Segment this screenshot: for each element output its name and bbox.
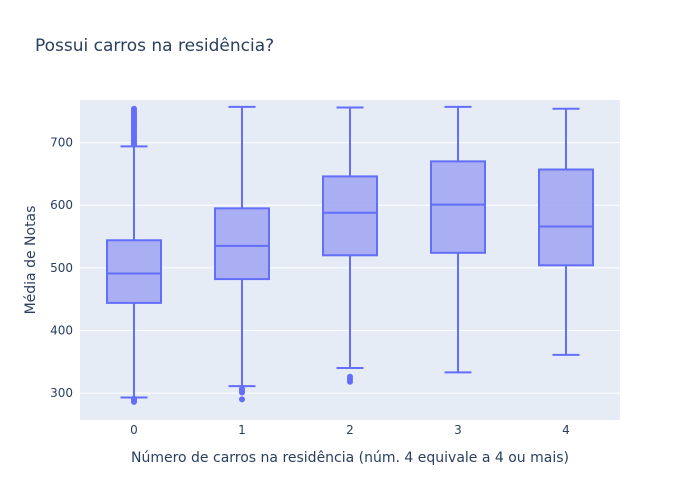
x-tick-label-4: 4 bbox=[562, 423, 570, 437]
x-axis-title: Número de carros na residência (núm. 4 e… bbox=[131, 450, 569, 466]
outlier-point-2 bbox=[131, 395, 137, 402]
y-tick-label-700: 700 bbox=[50, 136, 73, 150]
iqr-box bbox=[214, 207, 270, 281]
box-0 bbox=[106, 105, 162, 405]
y-tick-labels: 300 400 500 600 700 bbox=[50, 136, 73, 400]
x-tick-label-1: 1 bbox=[238, 423, 246, 437]
y-tick-label-500: 500 bbox=[50, 261, 73, 275]
outlier-point-2 bbox=[347, 373, 353, 380]
x-tick-label-0: 0 bbox=[130, 423, 138, 437]
iqr-box bbox=[322, 175, 378, 257]
iqr-box bbox=[430, 160, 486, 254]
x-tick-label-2: 2 bbox=[346, 423, 354, 437]
outlier-point-22 bbox=[131, 105, 137, 112]
iqr-box bbox=[106, 239, 162, 304]
box-2 bbox=[322, 106, 378, 385]
box-4 bbox=[538, 107, 594, 356]
outlier-point-3 bbox=[239, 385, 245, 392]
y-tick-label-300: 300 bbox=[50, 386, 73, 400]
y-tick-label-400: 400 bbox=[50, 323, 73, 337]
x-tick-label-3: 3 bbox=[454, 423, 462, 437]
y-axis-title: Média de Notas bbox=[23, 206, 39, 315]
box-3 bbox=[430, 105, 486, 374]
box-1 bbox=[214, 105, 270, 403]
x-tick-labels: 0 1 2 3 4 bbox=[130, 423, 570, 437]
boxes-group bbox=[106, 105, 594, 405]
chart-title: Possui carros na residência? bbox=[35, 36, 274, 56]
outlier-point-0 bbox=[239, 396, 245, 403]
iqr-box bbox=[538, 168, 594, 267]
y-tick-label-600: 600 bbox=[50, 198, 73, 212]
